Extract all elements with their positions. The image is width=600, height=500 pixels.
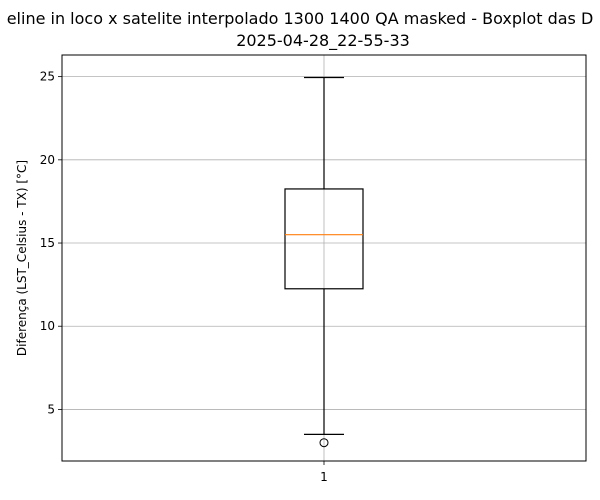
y-tick-label: 20 xyxy=(40,153,55,167)
chart-title-line-2: 2025-04-28_22-55-33 xyxy=(236,31,410,50)
y-tick-label: 15 xyxy=(40,236,55,250)
box-layer xyxy=(284,76,364,448)
y-tick-label: 10 xyxy=(40,319,55,333)
y-tick-label: 5 xyxy=(47,402,55,416)
x-tick-label: 1 xyxy=(320,470,328,484)
chart-title-line-1: eline in loco x satelite interpolado 130… xyxy=(6,9,594,28)
tick-layer: 5 10 15 20 25 1 xyxy=(40,70,328,484)
iqr-box xyxy=(284,188,364,290)
outlier-point xyxy=(319,438,329,448)
y-tick-label: 25 xyxy=(40,70,55,84)
y-axis-label: Diferença (LST_Celsius - TX) [°C] xyxy=(15,160,29,356)
